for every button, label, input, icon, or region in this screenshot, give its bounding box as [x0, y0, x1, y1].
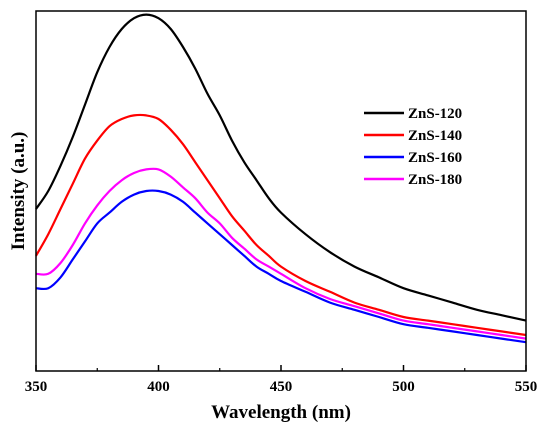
series-line-zns-180 [35, 167, 527, 340]
x-axis-title: Wavelength (nm) [211, 402, 351, 423]
legend-label-zns-140: ZnS-140 [408, 128, 462, 144]
series-line-zns-140 [35, 113, 527, 337]
x-tick-label: 550 [515, 379, 538, 395]
x-tick-label: 350 [25, 379, 48, 395]
legend-label-zns-120: ZnS-120 [408, 106, 462, 122]
series-line-zns-120 [35, 13, 527, 322]
y-axis-title: Intensity (a.u.) [8, 132, 29, 251]
legend-label-zns-160: ZnS-160 [408, 150, 462, 166]
x-tick-label: 500 [392, 379, 415, 395]
x-tick-label: 400 [147, 379, 170, 395]
series-lines [35, 13, 527, 344]
legend-label-zns-180: ZnS-180 [408, 172, 462, 188]
legend: ZnS-120 ZnS-140 ZnS-160 ZnS-180 [364, 106, 462, 188]
series-line-zns-160 [35, 189, 527, 344]
x-tick-label: 450 [270, 379, 293, 395]
x-ticks: 350 400 450 500 550 [25, 365, 538, 395]
